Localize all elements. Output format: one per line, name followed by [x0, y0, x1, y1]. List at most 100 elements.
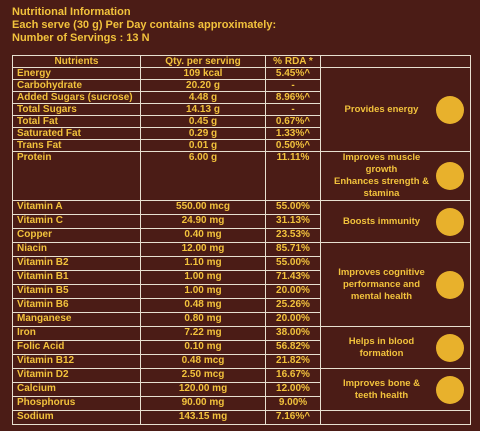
- nutrient-row: Copper 0.40 mg 23.53%: [12, 228, 471, 243]
- nutrient-name: Manganese: [12, 312, 141, 327]
- column-header: Nutrients: [12, 55, 141, 68]
- rda: -: [265, 79, 321, 92]
- nutrient-name: Vitamin B12: [12, 354, 141, 369]
- quantity: 120.00 mg: [140, 382, 266, 397]
- rda: 20.00%: [265, 284, 321, 299]
- rda: 1.33%^: [265, 127, 321, 140]
- benefit-cell: Provides energy: [320, 67, 471, 152]
- benefit-icon: [436, 162, 464, 190]
- rda: 12.00%: [265, 382, 321, 397]
- column-header: Qty. per serving: [140, 55, 266, 68]
- nutrient-name: Saturated Fat: [12, 127, 141, 140]
- benefit-line: performance and: [342, 278, 421, 290]
- quantity: 2.50 mcg: [140, 368, 266, 383]
- benefit-icon: [436, 270, 464, 299]
- nutrient-name: Vitamin B5: [12, 284, 141, 299]
- rda: 20.00%: [265, 312, 321, 327]
- benefit-line: Enhances strength & stamina: [333, 176, 430, 199]
- nutrient-row: Vitamin A 550.00 mcg 55.00% Boosts immunity: [12, 200, 471, 243]
- benefit-line: formation: [359, 347, 404, 359]
- nutrient-row: Calcium 120.00 mg 12.00%: [12, 382, 471, 397]
- benefit-text: Improves muscle growth Enhances strength …: [327, 153, 436, 200]
- nutrient-row: Vitamin B6 0.48 mg 25.26%: [12, 298, 471, 313]
- nutrient-name: Energy: [12, 67, 141, 80]
- benefit-icon: [436, 207, 464, 236]
- benefit-line: teeth health: [354, 389, 409, 401]
- quantity: 0.29 g: [140, 127, 266, 140]
- rda: 55.00%: [265, 200, 321, 215]
- quantity: 1.00 mg: [140, 270, 266, 285]
- nutrition-table: Nutrients Qty. per serving % RDA * Energ…: [12, 55, 471, 425]
- nutrient-row: Vitamin B1 1.00 mg 71.43%: [12, 270, 471, 285]
- benefit-line: Improves cognitive: [338, 266, 425, 278]
- column-header: % RDA *: [265, 55, 321, 68]
- quantity: 0.48 mg: [140, 298, 266, 313]
- nutrient-name: Trans Fat: [12, 139, 141, 152]
- benefit: Helps in blood formation: [322, 333, 470, 362]
- quantity: 143.15 mg: [140, 410, 266, 425]
- quantity: 12.00 mg: [140, 242, 266, 257]
- benefit-text: Improves cognitive performance and mental …: [327, 267, 436, 303]
- rda: 8.96%^: [265, 91, 321, 104]
- nutrient-name: Vitamin B1: [12, 270, 141, 285]
- rda: -: [265, 103, 321, 116]
- benefit-text: Provides energy: [327, 104, 436, 116]
- quantity: 550.00 mcg: [140, 200, 266, 215]
- nutrient-name: Vitamin B2: [12, 256, 141, 271]
- rda: 11.11%: [265, 151, 321, 201]
- quantity: 109 kcal: [140, 67, 266, 80]
- nutrient-name: Phosphorus: [12, 396, 141, 411]
- benefit-icon: [436, 95, 464, 124]
- rda: 0.67%^: [265, 115, 321, 128]
- nutrient-name: Folic Acid: [12, 340, 141, 355]
- benefit-text: Improves bone & teeth health: [327, 378, 436, 402]
- quantity: 1.10 mg: [140, 256, 266, 271]
- rda: 25.26%: [265, 298, 321, 313]
- nutrient-row: Niacin 12.00 mg 85.71% Improves cognitive pe…: [12, 242, 471, 327]
- nutrient-name: Vitamin D2: [12, 368, 141, 383]
- nutrient-row: Total Sugars 14.13 g-: [12, 103, 471, 116]
- nutrient-row: Trans Fat 0.01 g 0.50%^: [12, 139, 471, 152]
- benefit: Improves bone & teeth health: [322, 375, 470, 404]
- benefit-cell: [320, 410, 471, 425]
- nutrient-row: Total Fat 0.45 g 0.67%^: [12, 115, 471, 128]
- rda: 38.00%: [265, 326, 321, 341]
- nutrient-name: Total Sugars: [12, 103, 141, 116]
- benefit-icon: [436, 333, 464, 362]
- benefit-cell: Improves bone & teeth health: [320, 368, 471, 411]
- title: Nutritional Information: [12, 6, 131, 18]
- benefit-cell: Improves muscle growth Enhances strength …: [320, 151, 471, 201]
- nutrient-row: Vitamin D2 2.50 mcg 16.67% Improves bone & t…: [12, 368, 471, 411]
- rda: 55.00%: [265, 256, 321, 271]
- nutrient-name: Vitamin B6: [12, 298, 141, 313]
- rda: 7.16%^: [265, 410, 321, 425]
- quantity: 0.48 mcg: [140, 354, 266, 369]
- nutrient-name: Iron: [12, 326, 141, 341]
- quantity: 6.00 g: [140, 151, 266, 201]
- rda: 0.50%^: [265, 139, 321, 152]
- nutrient-row: Protein 6.00 g 11.11% Improves muscle growt…: [12, 151, 471, 201]
- column-header: [320, 55, 471, 68]
- quantity: 90.00 mg: [140, 396, 266, 411]
- quantity: 0.80 mg: [140, 312, 266, 327]
- benefit: Boosts immunity: [322, 207, 470, 236]
- rda: 71.43%: [265, 270, 321, 285]
- header-row: Nutrients Qty. per serving % RDA *: [12, 55, 471, 68]
- benefit-line: Provides energy: [344, 103, 419, 115]
- benefit-line: Helps in blood: [348, 335, 415, 347]
- nutrient-name: Copper: [12, 228, 141, 243]
- nutrient-row: Manganese 0.80 mg 20.00%: [12, 312, 471, 327]
- benefit: Provides energy: [322, 95, 470, 124]
- quantity: 0.10 mg: [140, 340, 266, 355]
- quantity: 0.01 g: [140, 139, 266, 152]
- benefit: Improves muscle growth Enhances strength …: [322, 153, 470, 200]
- serve-info: Each serve (30 g) Per Day contains appro…: [12, 19, 277, 31]
- rda: 16.67%: [265, 368, 321, 383]
- quantity: 14.13 g: [140, 103, 266, 116]
- rda: 9.00%: [265, 396, 321, 411]
- rda: 31.13%: [265, 214, 321, 229]
- benefit-text: Boosts immunity: [327, 216, 436, 228]
- benefit-cell: Helps in blood formation: [320, 326, 471, 369]
- table-body: Energy 109 kcal 5.45%^ Provides energy Carbo…: [12, 67, 471, 425]
